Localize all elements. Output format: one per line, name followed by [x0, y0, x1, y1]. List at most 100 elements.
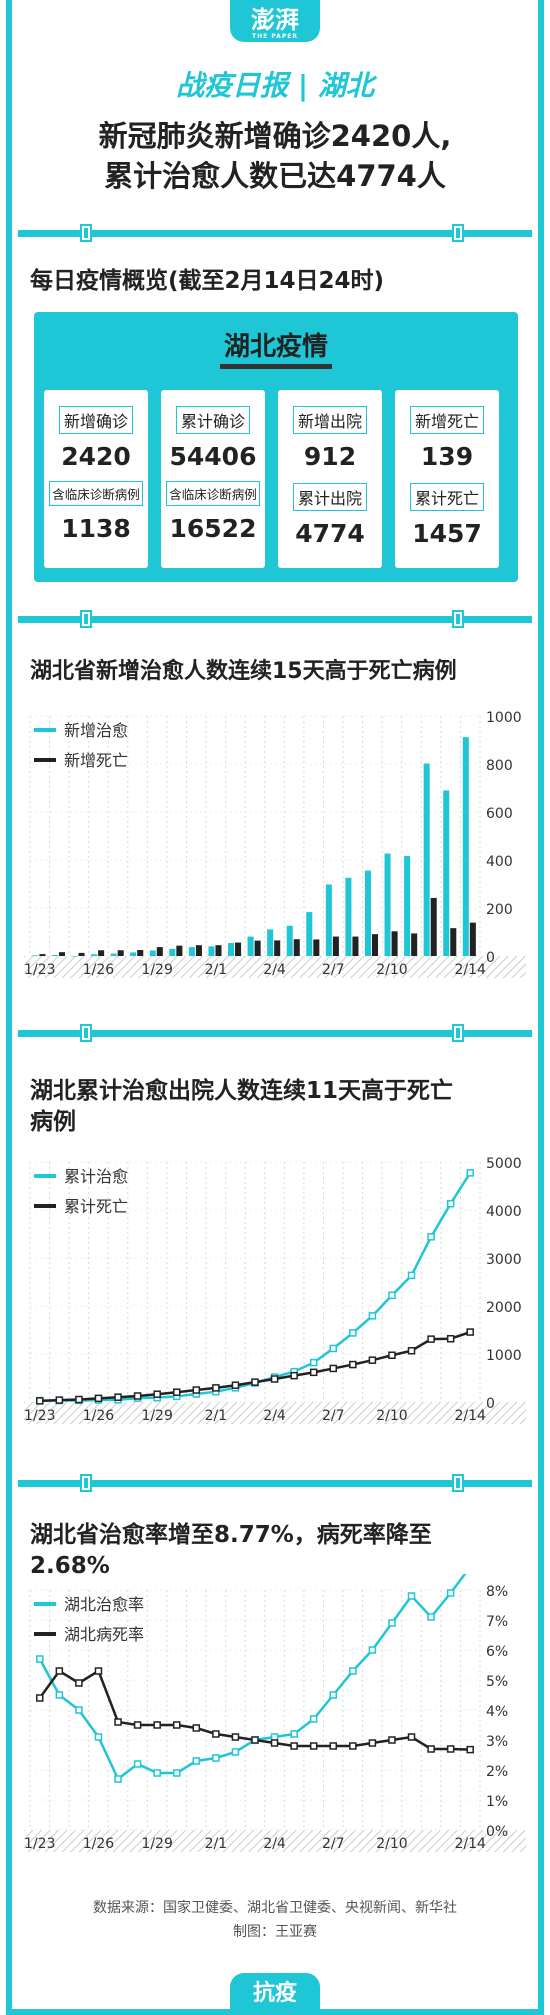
bar — [51, 955, 58, 956]
bar — [78, 952, 85, 956]
data-point — [427, 1335, 435, 1343]
bar — [195, 945, 202, 956]
y-tick-label: 6% — [486, 1644, 508, 1660]
data-point — [55, 1667, 64, 1675]
y-tick-label: 600 — [486, 806, 513, 822]
x-tick-label: 2/14 — [454, 1836, 486, 1852]
data-point — [172, 1721, 181, 1729]
data-point — [388, 1619, 396, 1627]
y-tick-label: 3000 — [486, 1252, 522, 1268]
data-point — [133, 1392, 142, 1400]
bar — [352, 936, 359, 956]
y-tick-label: 4000 — [486, 1204, 522, 1220]
stat-label: 累计死亡 — [409, 483, 484, 511]
y-tick-label: 0 — [486, 950, 495, 966]
y-tick-label: 400 — [486, 854, 513, 870]
x-tick-label: 2/10 — [376, 1408, 407, 1424]
y-tick-label: 5% — [486, 1674, 508, 1690]
overview-panel: 湖北疫情 新增确诊 2420 含临床诊断病例 1138 累计确诊 54406 含… — [34, 312, 518, 582]
data-point — [114, 1775, 122, 1783]
stat-card-discharged: 新增出院 912 累计出院 4774 — [278, 390, 382, 568]
bar — [391, 931, 398, 956]
stat-value: 139 — [420, 442, 474, 471]
bar — [254, 940, 261, 956]
data-point — [153, 1390, 161, 1398]
data-point — [290, 1730, 298, 1738]
x-tick-label: 1/23 — [24, 962, 55, 978]
y-tick-label: 800 — [486, 758, 513, 774]
data-point — [172, 1388, 181, 1396]
bar — [332, 936, 339, 956]
data-point — [329, 1364, 338, 1373]
data-point — [446, 1589, 455, 1597]
stat-label: 累计出院 — [292, 483, 367, 511]
axis-band — [24, 1402, 526, 1424]
data-point — [192, 1757, 201, 1765]
bar — [267, 929, 274, 956]
stat-value: 1457 — [412, 519, 482, 548]
data-point — [329, 1344, 338, 1353]
data-point — [36, 1655, 44, 1663]
bar — [156, 947, 163, 956]
data-point — [368, 1312, 377, 1320]
bar — [58, 952, 65, 956]
data-point — [55, 1691, 64, 1699]
y-tick-label: 2% — [486, 1764, 508, 1780]
bar — [32, 955, 39, 956]
bar — [215, 945, 222, 956]
data-point — [192, 1386, 201, 1394]
bar — [169, 948, 176, 956]
data-point — [75, 1706, 83, 1714]
stat-value: 4774 — [295, 519, 365, 548]
y-tick-label: 4% — [486, 1704, 508, 1720]
chart3-title: 湖北省治愈率增至8.77%，病死率降至2.68% — [30, 1522, 432, 1579]
axis-band — [24, 956, 526, 978]
y-tick-label: 3% — [486, 1734, 508, 1750]
data-point — [192, 1724, 201, 1732]
data-point — [446, 1199, 455, 1208]
y-tick-label: 0% — [486, 1824, 508, 1840]
bar — [313, 939, 320, 956]
chart-recovery-and-fatality-rates: 0% 1% 2% 3% 4% 5% 6% 7% 8% 1/23 1/26 1/29 2/1 2/4 2/7 2… — [24, 1574, 526, 1852]
bar — [404, 855, 411, 956]
x-tick-label: 2/1 — [205, 1408, 228, 1424]
data-point — [329, 1691, 338, 1699]
data-point — [133, 1760, 142, 1768]
data-point — [407, 1271, 416, 1280]
data-point — [388, 1351, 396, 1359]
x-tick-label: 2/7 — [322, 1408, 345, 1424]
stat-card-total-confirmed: 累计确诊 54406 含临床诊断病例 16522 — [161, 390, 265, 568]
data-point — [270, 1733, 279, 1741]
bar — [247, 936, 254, 956]
data-point — [309, 1715, 318, 1723]
axis-band — [24, 1830, 526, 1852]
bar — [110, 953, 117, 956]
stat-label: 新增出院 — [292, 406, 367, 434]
legend-entry: 湖北治愈率 — [64, 1595, 144, 1614]
stat-value: 1138 — [61, 514, 131, 543]
y-tick-label: 8% — [486, 1584, 508, 1600]
bar — [411, 933, 418, 956]
bar — [137, 950, 144, 956]
bottom-tab: 抗疫 — [230, 1973, 320, 2015]
bar — [462, 737, 469, 956]
data-point — [368, 1356, 377, 1364]
x-tick-label: 2/7 — [322, 962, 345, 978]
bar — [149, 950, 156, 956]
data-point — [329, 1742, 338, 1750]
data-point — [212, 1730, 220, 1738]
x-tick-label: 1/26 — [83, 1836, 115, 1852]
legend-entry: 湖北病死率 — [64, 1625, 144, 1644]
bar — [235, 942, 242, 956]
stat-label: 新增死亡 — [409, 406, 484, 434]
bar — [228, 943, 235, 956]
data-point — [133, 1721, 142, 1729]
data-point — [407, 1346, 416, 1355]
data-point — [231, 1381, 240, 1389]
kicker: 战疫日报 | 湖北 — [176, 69, 374, 102]
data-point — [427, 1233, 435, 1241]
data-point — [153, 1721, 161, 1729]
y-tick-label: 0 — [486, 1396, 495, 1412]
chart-new-recovered-vs-deaths: 0 200 400 600 800 1000 1/23 1/26 1/29 2/1 2/4 2/7 2/… — [24, 710, 526, 978]
data-point — [114, 1393, 122, 1401]
